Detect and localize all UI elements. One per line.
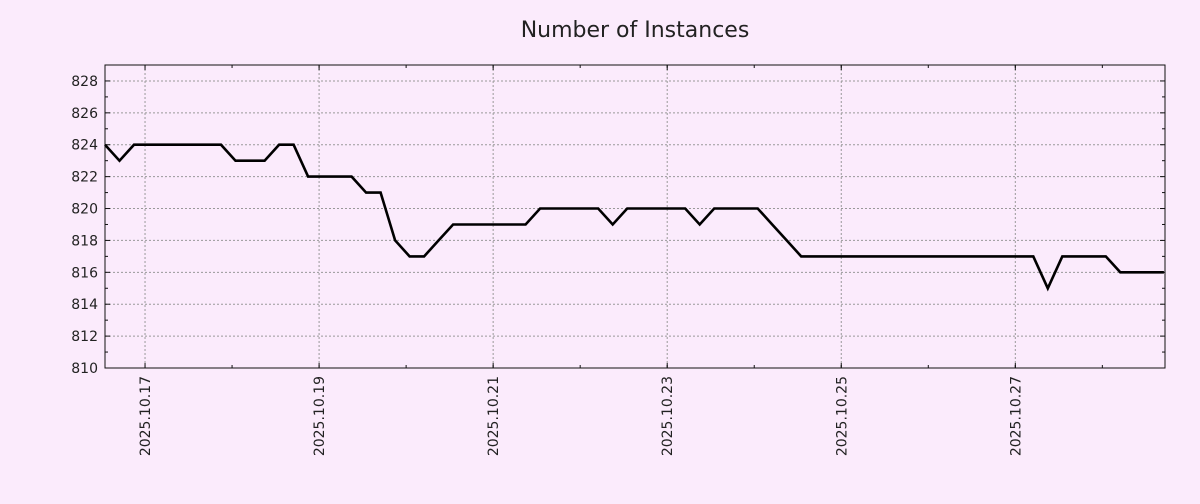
y-tick-label: 824 xyxy=(71,138,98,154)
y-tick-label: 814 xyxy=(71,297,98,313)
x-tick-label: 2025.10.17 xyxy=(138,376,154,456)
y-tick-label: 810 xyxy=(71,361,98,377)
x-tick-label: 2025.10.19 xyxy=(312,376,328,456)
y-axis: 810 812 814 816 818 820 822 824 826 828 xyxy=(71,74,1165,377)
x-tick-label: 2025.10.23 xyxy=(660,376,676,456)
series-line-instances xyxy=(104,143,1164,292)
x-tick-label: 2025.10.21 xyxy=(486,376,502,456)
grid xyxy=(105,65,1165,368)
x-tick-label: 2025.10.27 xyxy=(1008,376,1024,456)
y-tick-label: 820 xyxy=(71,202,98,218)
y-tick-label: 822 xyxy=(71,170,98,186)
x-tick-label: 2025.10.25 xyxy=(834,376,850,456)
y-tick-label: 828 xyxy=(71,74,98,90)
plot-frame xyxy=(104,64,1166,369)
y-tick-label: 812 xyxy=(71,329,98,345)
y-tick-label: 818 xyxy=(71,233,98,249)
x-axis: 2025.10.17 2025.10.19 2025.10.21 2025.10.23… xyxy=(138,65,1103,456)
y-tick-label: 816 xyxy=(71,265,98,281)
y-tick-label: 826 xyxy=(71,106,98,122)
chart-title: Number of Instances xyxy=(521,18,750,43)
